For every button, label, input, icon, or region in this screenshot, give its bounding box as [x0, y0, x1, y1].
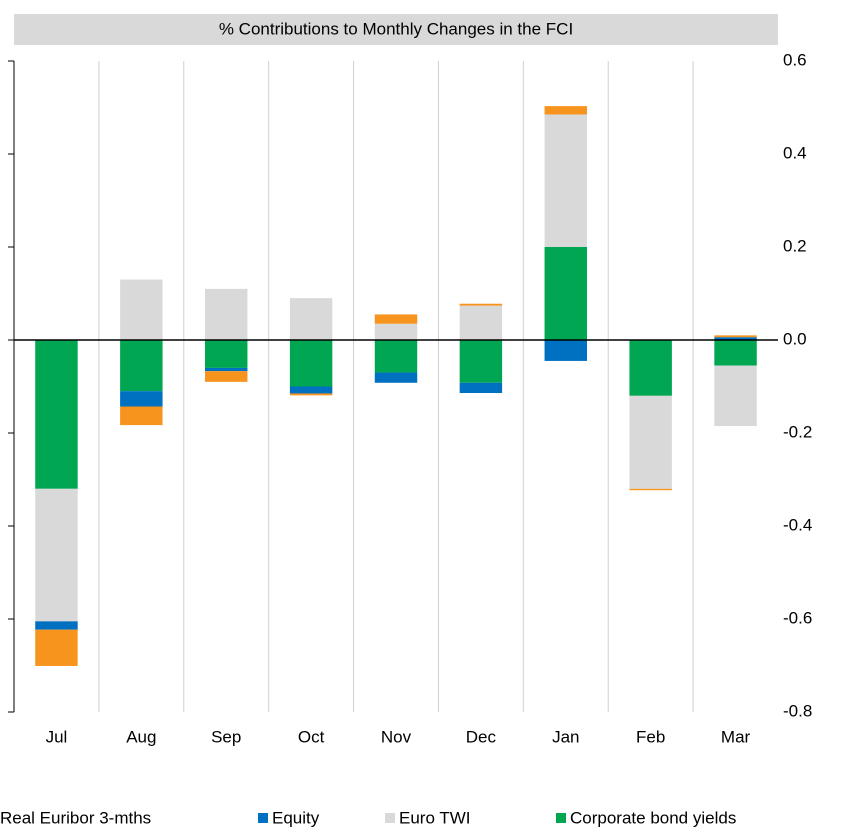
bar-segment — [205, 367, 248, 372]
bar-segment — [544, 114, 587, 247]
bar-segment — [289, 340, 333, 387]
y-tick-label: -0.2 — [783, 422, 812, 441]
x-tick-label: Jan — [552, 727, 579, 746]
bar-segment — [35, 629, 78, 666]
bar-segment — [205, 288, 248, 340]
bar-segment — [544, 340, 587, 361]
y-tick-label: 0.0 — [783, 329, 807, 348]
bar-segment — [629, 340, 672, 396]
bar-segment — [544, 106, 587, 115]
y-tick-label: 0.4 — [783, 143, 807, 162]
legend-label: Euro TWI — [399, 808, 470, 827]
x-tick-label: Jul — [46, 727, 68, 746]
bar-segment — [374, 323, 418, 340]
x-tick-label: Dec — [466, 727, 497, 746]
legend-label: Real Euribor 3-mths — [0, 808, 151, 827]
bar-segment — [120, 340, 163, 392]
bar-segment — [35, 488, 78, 622]
x-tick-label: Aug — [126, 727, 156, 746]
bar-segment — [714, 337, 757, 340]
bar-segment — [629, 488, 672, 491]
bar-segment — [374, 314, 418, 324]
legend-swatch — [556, 813, 566, 823]
bar-segment — [714, 365, 757, 427]
bar-segment — [459, 303, 503, 306]
bar-segment — [459, 305, 503, 340]
y-tick-label: -0.8 — [783, 701, 812, 720]
bar-segment — [459, 382, 503, 394]
legend-label: Corporate bond yields — [570, 808, 736, 827]
x-tick-label: Feb — [636, 727, 665, 746]
bar-segment — [289, 386, 333, 394]
bar-segment — [120, 279, 163, 340]
bar-segment — [35, 621, 78, 630]
x-tick-label: Mar — [721, 727, 751, 746]
y-tick-label: -0.6 — [783, 608, 812, 627]
legend-label: Equity — [272, 808, 320, 827]
y-tick-label: 0.6 — [783, 50, 807, 69]
chart-title: % Contributions to Monthly Changes in th… — [219, 19, 573, 38]
bar-segment — [120, 391, 163, 407]
bar-segment — [459, 340, 503, 383]
bar-segment — [544, 247, 587, 340]
bar-segment — [374, 372, 418, 383]
bar-segment — [714, 335, 757, 338]
y-tick-label: 0.2 — [783, 236, 807, 255]
x-tick-label: Sep — [211, 727, 241, 746]
title-box — [14, 14, 778, 45]
bar-segment — [205, 371, 248, 382]
bar-segment — [120, 406, 163, 426]
x-tick-label: Oct — [298, 727, 325, 746]
bar-segment — [205, 340, 248, 368]
bar-segment — [289, 298, 333, 340]
y-tick-label: -0.4 — [783, 515, 812, 534]
bar-segment — [35, 340, 78, 489]
bar-segment — [714, 340, 757, 366]
legend-swatch — [258, 813, 268, 823]
bar-segment — [629, 395, 672, 489]
x-tick-label: Nov — [381, 727, 412, 746]
legend-swatch — [385, 813, 395, 823]
bar-segment — [289, 393, 333, 396]
bar-segment — [374, 340, 418, 373]
